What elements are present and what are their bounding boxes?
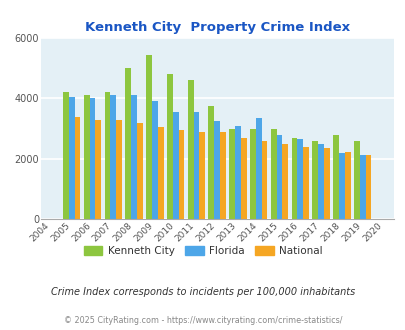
- Bar: [359, 155, 364, 219]
- Bar: [131, 95, 136, 219]
- Title: Kenneth City  Property Crime Index: Kenneth City Property Crime Index: [84, 21, 349, 34]
- Bar: [255, 118, 261, 219]
- Bar: [229, 129, 234, 219]
- Bar: [311, 141, 318, 219]
- Bar: [338, 153, 344, 219]
- Bar: [166, 74, 172, 219]
- Bar: [303, 148, 308, 219]
- Bar: [261, 142, 267, 219]
- Bar: [282, 145, 288, 219]
- Bar: [364, 155, 371, 219]
- Bar: [318, 144, 323, 219]
- Bar: [146, 54, 151, 219]
- Text: Crime Index corresponds to incidents per 100,000 inhabitants: Crime Index corresponds to incidents per…: [51, 287, 354, 297]
- Bar: [220, 132, 225, 219]
- Bar: [344, 152, 350, 219]
- Bar: [158, 127, 163, 219]
- Bar: [110, 95, 116, 219]
- Bar: [193, 112, 199, 219]
- Bar: [151, 102, 158, 219]
- Bar: [214, 121, 220, 219]
- Bar: [276, 135, 282, 219]
- Bar: [333, 135, 338, 219]
- Bar: [178, 130, 184, 219]
- Bar: [116, 120, 122, 219]
- Bar: [69, 97, 75, 219]
- Text: © 2025 CityRating.com - https://www.cityrating.com/crime-statistics/: © 2025 CityRating.com - https://www.city…: [64, 316, 341, 325]
- Bar: [125, 68, 131, 219]
- Bar: [240, 138, 246, 219]
- Bar: [270, 129, 276, 219]
- Legend: Kenneth City, Florida, National: Kenneth City, Florida, National: [79, 242, 326, 260]
- Bar: [95, 120, 101, 219]
- Bar: [291, 138, 297, 219]
- Bar: [187, 80, 193, 219]
- Bar: [208, 106, 214, 219]
- Bar: [90, 98, 95, 219]
- Bar: [75, 116, 80, 219]
- Bar: [136, 123, 143, 219]
- Bar: [104, 92, 110, 219]
- Bar: [63, 92, 69, 219]
- Bar: [234, 126, 240, 219]
- Bar: [249, 129, 255, 219]
- Bar: [297, 139, 303, 219]
- Bar: [323, 148, 329, 219]
- Bar: [353, 141, 359, 219]
- Bar: [199, 132, 205, 219]
- Bar: [172, 112, 178, 219]
- Bar: [83, 95, 90, 219]
